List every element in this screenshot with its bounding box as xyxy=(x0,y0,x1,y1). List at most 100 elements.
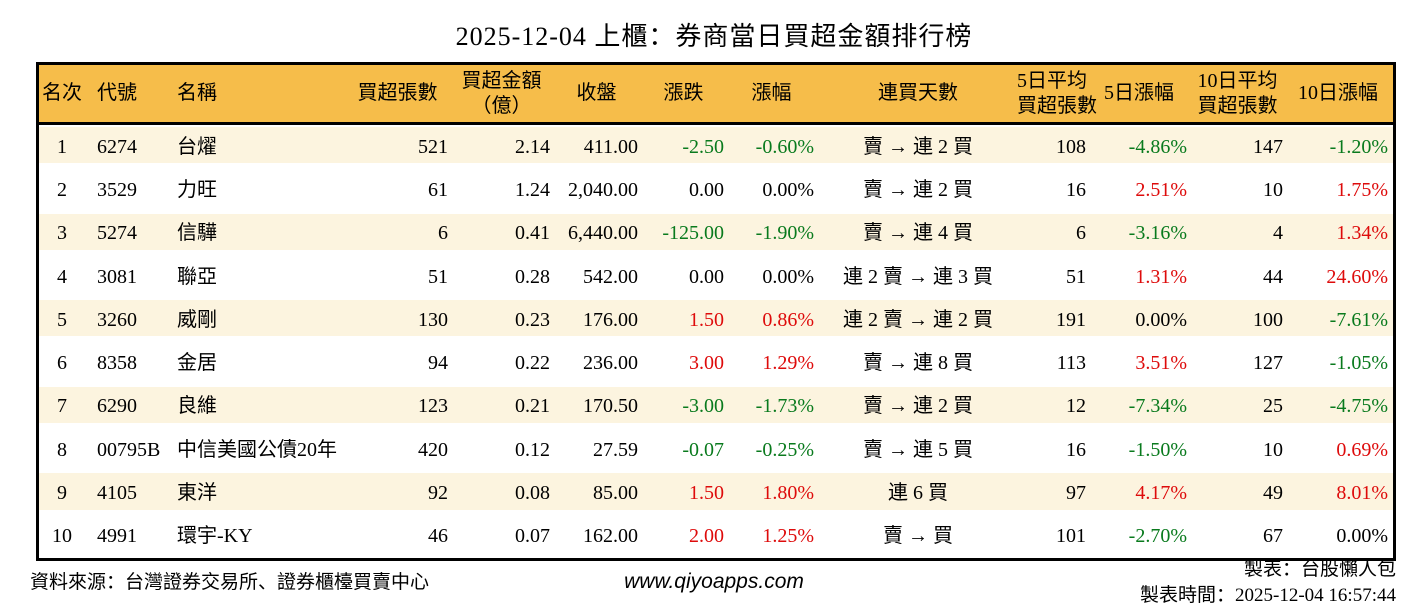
column-header-pct10: 10日漲幅 xyxy=(1298,82,1378,104)
cell-change: -3.00 xyxy=(682,395,724,418)
table-row: 5 3260 威剛 130 0.23 176.00 1.50 0.86% 連 2 賣 → 連 2… xyxy=(39,298,1393,342)
cell-net-buy-amount: 1.24 xyxy=(515,178,550,201)
cell-rank: 10 xyxy=(52,525,72,548)
cell-code: 3081 xyxy=(97,265,137,288)
cell-net-buy-volume: 123 xyxy=(418,395,448,418)
cell-code: 5274 xyxy=(97,222,137,245)
cell-avg10-volume: 49 xyxy=(1263,482,1283,505)
cell-net-buy-volume: 420 xyxy=(418,438,448,461)
cell-avg5-volume: 6 xyxy=(1076,222,1086,245)
cell-net-buy-volume: 92 xyxy=(428,482,448,505)
cell-code: 8358 xyxy=(97,352,137,375)
cell-change-pct: 0.86% xyxy=(762,308,814,331)
cell-net-buy-amount: 0.21 xyxy=(515,395,550,418)
author-note: 製表：台股懶人包 xyxy=(1243,559,1396,580)
cell-avg10-volume: 25 xyxy=(1263,395,1283,418)
cell-change-pct: -0.60% xyxy=(755,135,814,158)
table-row: 8 00795B 中信美國公債20年 420 0.12 27.59 -0.07 -0.25% 賣… xyxy=(39,428,1393,471)
cell-avg5-volume: 51 xyxy=(1066,265,1086,288)
cell-avg10-volume: 100 xyxy=(1253,308,1283,331)
cell-avg10-volume: 127 xyxy=(1253,352,1283,375)
cell-close: 27.59 xyxy=(593,438,638,461)
table-row: 2 3529 力旺 61 1.24 2,040.00 0.00 0.00% 賣 → 連 2 買 1… xyxy=(39,168,1393,211)
cell-rank: 9 xyxy=(57,482,67,505)
cell-pct5: 4.17% xyxy=(1135,482,1187,505)
cell-rank: 2 xyxy=(57,178,67,201)
cell-net-buy-volume: 51 xyxy=(428,265,448,288)
cell-net-buy-volume: 61 xyxy=(428,178,448,201)
website-url: www.qiyoapps.com xyxy=(624,570,804,593)
column-header-change-pct: 漲幅 xyxy=(751,82,792,104)
cell-streak: 賣 → 連 2 買 xyxy=(863,395,973,418)
cell-change: 2.00 xyxy=(689,525,724,548)
cell-net-buy-volume: 130 xyxy=(418,308,448,331)
cell-change: -125.00 xyxy=(662,222,724,245)
cell-close: 411.00 xyxy=(583,135,638,158)
cell-close: 170.50 xyxy=(583,395,638,418)
cell-streak: 連 2 賣 → 連 3 買 xyxy=(843,265,993,288)
column-header-change: 漲跌 xyxy=(663,82,704,104)
cell-close: 2,040.00 xyxy=(568,178,638,201)
cell-net-buy-amount: 0.41 xyxy=(515,222,550,245)
data-source-note: 資料來源：台灣證券交易所、證券櫃檯買賣中心 xyxy=(30,572,430,593)
table-row: 7 6290 良維 123 0.21 170.50 -3.00 -1.73% 賣 → 連 2 買… xyxy=(39,384,1393,429)
cell-net-buy-amount: 0.08 xyxy=(515,482,550,505)
cell-name: 良維 xyxy=(177,395,217,418)
cell-pct5: 3.51% xyxy=(1135,352,1187,375)
cell-code: 6274 xyxy=(97,135,137,158)
cell-change-pct: -1.90% xyxy=(755,222,814,245)
cell-avg10-volume: 10 xyxy=(1263,178,1283,201)
cell-net-buy-volume: 521 xyxy=(418,135,448,158)
cell-pct5: 2.51% xyxy=(1135,178,1187,201)
cell-avg5-volume: 97 xyxy=(1066,482,1086,505)
cell-streak: 賣 → 連 5 買 xyxy=(863,438,973,461)
cell-net-buy-amount: 0.23 xyxy=(515,308,550,331)
cell-name: 金居 xyxy=(177,352,217,375)
cell-change: -2.50 xyxy=(682,135,724,158)
cell-avg10-volume: 44 xyxy=(1263,265,1283,288)
column-header-streak: 連買天數 xyxy=(878,82,958,104)
cell-rank: 8 xyxy=(57,438,67,461)
broker-net-buy-ranking-table: 名次 代號 名稱 買超張數 買超金額 （億） 收盤 漲跌 漲幅 連買天數 5日平均 買超張數 5日漲幅 1… xyxy=(36,62,1396,561)
column-header-pct5: 5日漲幅 xyxy=(1104,82,1174,104)
cell-code: 3260 xyxy=(97,308,137,331)
cell-code: 4991 xyxy=(97,525,137,548)
cell-pct10: -1.05% xyxy=(1329,352,1388,375)
cell-pct5: -2.70% xyxy=(1128,525,1187,548)
cell-avg10-volume: 147 xyxy=(1253,135,1283,158)
cell-name: 台燿 xyxy=(177,135,217,158)
page-title: 2025-12-04 上櫃：券商當日買超金額排行榜 xyxy=(455,22,973,51)
cell-pct5: -1.50% xyxy=(1128,438,1187,461)
cell-pct5: -3.16% xyxy=(1128,222,1187,245)
cell-change-pct: 1.80% xyxy=(762,482,814,505)
cell-change: 3.00 xyxy=(689,352,724,375)
column-header-avg5-volume: 5日平均 買超張數 xyxy=(1017,69,1097,117)
cell-pct10: 0.69% xyxy=(1336,438,1388,461)
column-header-name: 名稱 xyxy=(177,82,217,104)
cell-pct10: 24.60% xyxy=(1326,265,1388,288)
cell-net-buy-amount: 2.14 xyxy=(515,135,550,158)
cell-streak: 賣 → 連 2 買 xyxy=(863,178,973,201)
cell-name: 中信美國公債20年 xyxy=(177,438,337,461)
table-row: 10 4991 環宇-KY 46 0.07 162.00 2.00 1.25% 賣 → 買 101… xyxy=(39,515,1393,558)
column-header-avg10-volume: 10日平均 買超張數 xyxy=(1197,69,1278,117)
cell-avg5-volume: 12 xyxy=(1066,395,1086,418)
cell-code: 00795B xyxy=(97,438,161,461)
cell-code: 4105 xyxy=(97,482,137,505)
table-row: 4 3081 聯亞 51 0.28 542.00 0.00 0.00% 連 2 賣 → 連 3 … xyxy=(39,255,1393,298)
cell-pct10: 0.00% xyxy=(1336,525,1388,548)
cell-pct5: 0.00% xyxy=(1135,308,1187,331)
cell-rank: 5 xyxy=(57,308,67,331)
cell-rank: 4 xyxy=(57,265,67,288)
cell-change-pct: 0.00% xyxy=(762,178,814,201)
cell-close: 176.00 xyxy=(583,308,638,331)
cell-change: 0.00 xyxy=(689,265,724,288)
cell-close: 542.00 xyxy=(583,265,638,288)
cell-avg10-volume: 10 xyxy=(1263,438,1283,461)
cell-avg10-volume: 67 xyxy=(1263,525,1283,548)
cell-streak: 賣 → 買 xyxy=(883,525,953,548)
cell-pct10: 8.01% xyxy=(1336,482,1388,505)
column-header-rank: 名次 xyxy=(42,82,82,104)
cell-rank: 3 xyxy=(57,222,67,245)
cell-change: 0.00 xyxy=(689,178,724,201)
